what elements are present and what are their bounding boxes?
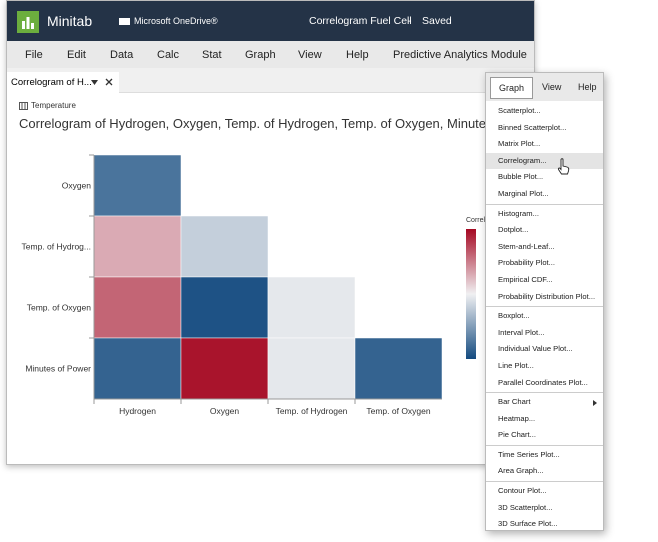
separator: [486, 203, 603, 205]
app-name: Minitab: [47, 13, 93, 29]
app-logo: [17, 11, 39, 33]
menu-option[interactable]: Probability Distribution Plot...: [498, 291, 596, 301]
menu-option[interactable]: Scatterplot...: [498, 106, 541, 115]
menu-option[interactable]: Interval Plot...: [498, 327, 545, 337]
menu-item[interactable]: Help: [346, 49, 369, 61]
dropdown-tabs: Graph View Help: [486, 73, 603, 101]
menu-option[interactable]: Bubble Plot...: [498, 172, 544, 182]
heatmap-cell: [267, 337, 356, 400]
heatmap-cell: [267, 276, 356, 339]
legend-title: Correl: [466, 217, 486, 224]
menu-item[interactable]: Predictive Analytics Module: [393, 49, 527, 61]
menu-option[interactable]: Probability Plot...: [498, 258, 555, 268]
panel-label: Temperature: [31, 101, 76, 110]
heatmap-cell: [180, 276, 269, 339]
dropdown-tab[interactable]: Graph: [490, 77, 534, 99]
column-label: Hydrogen: [119, 406, 156, 416]
separator: [486, 306, 603, 308]
mouse-cursor: [557, 158, 570, 175]
menu-item[interactable]: Data: [110, 49, 134, 61]
menu-option[interactable]: Empirical CDF...: [498, 274, 553, 284]
separator: -: [408, 15, 412, 27]
menu-item[interactable]: Stat: [202, 49, 222, 61]
cloud-icon: [119, 18, 130, 25]
colorbar: [466, 229, 476, 359]
menu-option[interactable]: 3D Surface Plot...: [498, 519, 558, 529]
heatmap-cell: [93, 154, 182, 217]
menu-option[interactable]: Boxplot...: [498, 311, 530, 321]
row-label: Minutes of Power: [25, 364, 91, 374]
column-label: Temp. of Hydrogen: [276, 406, 348, 416]
menu-item[interactable]: Edit: [67, 49, 86, 61]
menu-option[interactable]: Individual Value Plot...: [498, 344, 573, 354]
menu-option[interactable]: Parallel Coordinates Plot...: [498, 377, 588, 387]
tab-close[interactable]: [105, 78, 113, 86]
column-label: Oxygen: [210, 406, 240, 416]
menu-option[interactable]: Stem-and-Leaf...: [498, 241, 555, 251]
chart: Correlogram of Hydrogen, Oxygen, Temp. o…: [19, 116, 519, 416]
tab-title[interactable]: Correlogram of H...: [11, 77, 92, 88]
tab[interactable]: Correlogram of H...: [7, 72, 119, 93]
app-window: Minitab Microsoft OneDrive® Correlogram …: [6, 0, 535, 465]
menu-option[interactable]: 3D Scatterplot...: [498, 502, 553, 512]
submenu-arrow: [593, 400, 597, 407]
menu-option[interactable]: Area Graph...: [498, 466, 544, 476]
menu-option[interactable]: Bar Chart: [486, 394, 603, 411]
heatmap-cell: [354, 337, 443, 400]
menu-option[interactable]: Marginal Plot...: [498, 188, 549, 198]
row-label: Temp. of Oxygen: [27, 303, 92, 313]
row-label: Oxygen: [62, 181, 92, 191]
table-icon: [19, 102, 28, 110]
graph-dropdown: Graph View Help Scatterplot... Binned Scatt…: [485, 72, 604, 531]
menu-item[interactable]: Calc: [157, 49, 180, 61]
heatmap-cell: [93, 276, 182, 339]
menu-bar: File Edit Data Calc Stat Graph View Help Predict…: [7, 41, 534, 68]
menu-option[interactable]: Matrix Plot...: [498, 139, 541, 149]
menu-option[interactable]: Correlogram...: [486, 152, 603, 170]
menu-item[interactable]: Graph: [245, 49, 276, 61]
heatmap-cell: [180, 215, 269, 278]
title-bar: Minitab Microsoft OneDrive® Correlogram …: [7, 1, 534, 41]
save-status: Saved: [422, 15, 452, 27]
menu-option[interactable]: Time Series Plot...: [498, 449, 560, 459]
menu-item[interactable]: File: [25, 49, 43, 61]
menu-option[interactable]: Binned Scatterplot...: [498, 122, 567, 132]
column-label: Temp. of Oxygen: [366, 406, 431, 416]
separator: [486, 481, 603, 483]
file-name: Correlogram Fuel Cell: [309, 15, 412, 27]
menu-item[interactable]: View: [298, 49, 322, 61]
menu-option[interactable]: Line Plot...: [498, 360, 534, 370]
menu-option[interactable]: Heatmap...: [498, 413, 536, 423]
menu-option[interactable]: Pie Chart...: [498, 430, 536, 440]
dropdown-tab[interactable]: View: [542, 82, 562, 92]
dropdown-items: Scatterplot... Binned Scatterplot... Matri…: [486, 101, 603, 533]
dropdown-tab[interactable]: Help: [578, 82, 597, 92]
row-label: Temp. of Hydrog...: [22, 242, 91, 252]
tab-arrow[interactable]: [91, 80, 98, 85]
heatmap-cell: [93, 337, 182, 400]
tab-strip: Correlogram of H...: [7, 68, 534, 93]
location[interactable]: Microsoft OneDrive®: [134, 16, 218, 26]
separator: [486, 444, 603, 446]
separator: [486, 392, 603, 394]
menu-option[interactable]: Contour Plot...: [498, 486, 547, 496]
heatmap-cell: [93, 215, 182, 278]
heatmap-cell: [180, 337, 269, 400]
menu-option[interactable]: Dotplot...: [498, 225, 529, 235]
chart-title: Correlogram of Hydrogen, Oxygen, Temp. o…: [19, 116, 519, 131]
menu-option[interactable]: Histogram...: [498, 208, 539, 218]
